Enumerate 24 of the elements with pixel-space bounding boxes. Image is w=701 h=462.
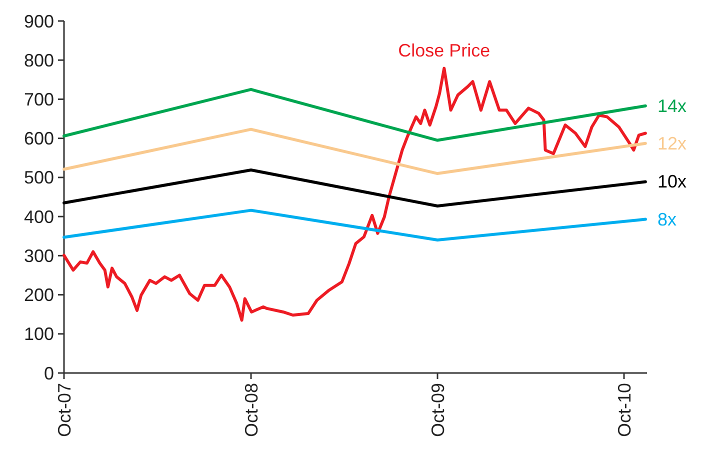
y-tick-label: 800: [24, 50, 54, 70]
y-tick-label: 0: [44, 363, 54, 384]
y-tick-label: 100: [24, 324, 54, 344]
x-tick-label: Oct-09: [428, 383, 448, 438]
series-label: 10x: [657, 172, 686, 192]
series-label: 14x: [657, 96, 686, 116]
x-tick-label: Oct-10: [614, 383, 634, 438]
line-series: [62, 208, 647, 242]
line-series: [62, 88, 647, 142]
series-label: 8x: [657, 209, 676, 230]
series-label: Close Price: [398, 40, 490, 60]
line-series: [62, 128, 647, 176]
line-series: [62, 66, 647, 322]
y-tick-label: 900: [24, 11, 54, 32]
y-tick-label: 600: [24, 128, 54, 149]
series-label: 12x: [657, 133, 686, 154]
y-tick-label: 700: [24, 90, 54, 110]
x-tick-label: Oct-07: [54, 383, 74, 438]
y-tick-label: 300: [24, 246, 54, 266]
y-tick-label: 400: [24, 206, 54, 227]
y-tick-label: 500: [24, 168, 54, 188]
y-tick-label: 200: [24, 285, 54, 306]
x-tick-label: Oct-08: [241, 383, 262, 438]
line-series: [62, 168, 647, 208]
